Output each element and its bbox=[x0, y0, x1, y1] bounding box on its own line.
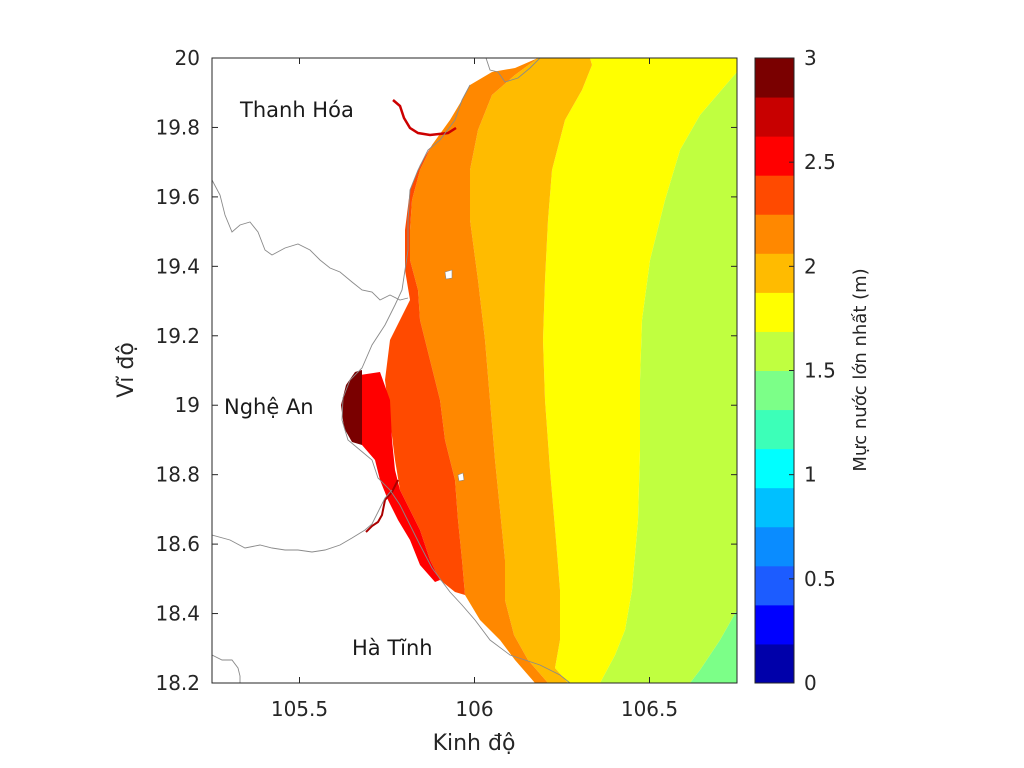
colorbar-tick-label: 2 bbox=[804, 254, 817, 278]
colorbar-title: Mực nước lớn nhất (m) bbox=[850, 268, 871, 471]
colorbar-swatch bbox=[755, 526, 794, 567]
region-label-ha-tinh: Hà Tĩnh bbox=[352, 636, 433, 660]
colorbar-tick-label: 1 bbox=[804, 463, 817, 487]
map-plot-area: Thanh Hóa Nghệ An Hà Tĩnh bbox=[211, 57, 738, 684]
colorbar-swatch bbox=[755, 487, 794, 528]
y-tick-label: 18.4 bbox=[155, 602, 200, 626]
colorbar-swatch bbox=[755, 448, 794, 489]
y-tick-label: 19.2 bbox=[155, 324, 200, 348]
colorbar-tick-label: 3 bbox=[804, 46, 817, 70]
y-tick-label: 19.4 bbox=[155, 254, 200, 278]
river-flood-nghe-an bbox=[365, 479, 399, 533]
x-axis-title: Kinh độ bbox=[433, 731, 516, 756]
colorbar-tick-label: 0 bbox=[804, 671, 817, 695]
colorbar-swatch bbox=[755, 175, 794, 215]
band-1-75-2-0 bbox=[543, 58, 737, 683]
colorbar-tick-label: 2.5 bbox=[804, 150, 836, 174]
colorbar-swatch bbox=[755, 58, 794, 98]
x-tick-label: 105.5 bbox=[271, 697, 328, 721]
colorbar-swatch bbox=[755, 97, 794, 137]
y-tick-label: 19 bbox=[175, 393, 200, 417]
colorbar-tick-label: 1.5 bbox=[804, 359, 836, 383]
colorbar-swatch bbox=[755, 214, 794, 254]
x-axis: 105.5 106 106.5 bbox=[271, 58, 678, 721]
region-label-thanh-hoa: Thanh Hóa bbox=[239, 98, 354, 122]
band-2-0-2-25 bbox=[470, 58, 592, 683]
colorbar-swatch bbox=[755, 253, 794, 293]
y-tick-label: 19.6 bbox=[155, 185, 200, 209]
colorbar-swatch bbox=[755, 292, 794, 332]
y-axis-title: Vĩ độ bbox=[114, 342, 139, 398]
colorbar-swatch bbox=[755, 565, 794, 606]
x-tick-label: 106.5 bbox=[621, 697, 678, 721]
band-1-25-1-5 bbox=[690, 610, 737, 683]
band-2-25-2-5 bbox=[410, 58, 548, 683]
y-tick-label: 18.8 bbox=[155, 463, 200, 487]
colorbar-swatch bbox=[755, 331, 794, 371]
colorbar-tick-label: 0.5 bbox=[804, 567, 836, 591]
band-1-5-1-75 bbox=[600, 58, 737, 683]
colorbar-swatch bbox=[755, 643, 794, 684]
band-2-5-2-75 bbox=[385, 145, 465, 595]
colorbar-swatch bbox=[755, 409, 794, 450]
colorbar-swatch bbox=[755, 136, 794, 176]
island bbox=[457, 472, 465, 482]
y-axis: 18.2 18.4 18.6 18.8 19 19.2 19.4 19.6 19.8 20 bbox=[155, 46, 737, 695]
island bbox=[444, 269, 453, 280]
x-tick-label: 106 bbox=[455, 697, 493, 721]
region-label-nghe-an: Nghệ An bbox=[224, 395, 314, 419]
colorbar: 0 0.5 1 1.5 2 2.5 3 bbox=[754, 46, 836, 695]
colorbar-swatch bbox=[755, 370, 794, 411]
y-tick-label: 18.2 bbox=[155, 671, 200, 695]
y-tick-label: 18.6 bbox=[155, 532, 200, 556]
y-tick-label: 20 bbox=[175, 46, 200, 70]
colorbar-swatch bbox=[755, 604, 794, 645]
coastline-and-boundaries bbox=[212, 58, 571, 683]
y-tick-label: 19.8 bbox=[155, 115, 200, 139]
band-2-75-3-0 bbox=[355, 372, 440, 582]
water-level-bands bbox=[341, 58, 737, 683]
